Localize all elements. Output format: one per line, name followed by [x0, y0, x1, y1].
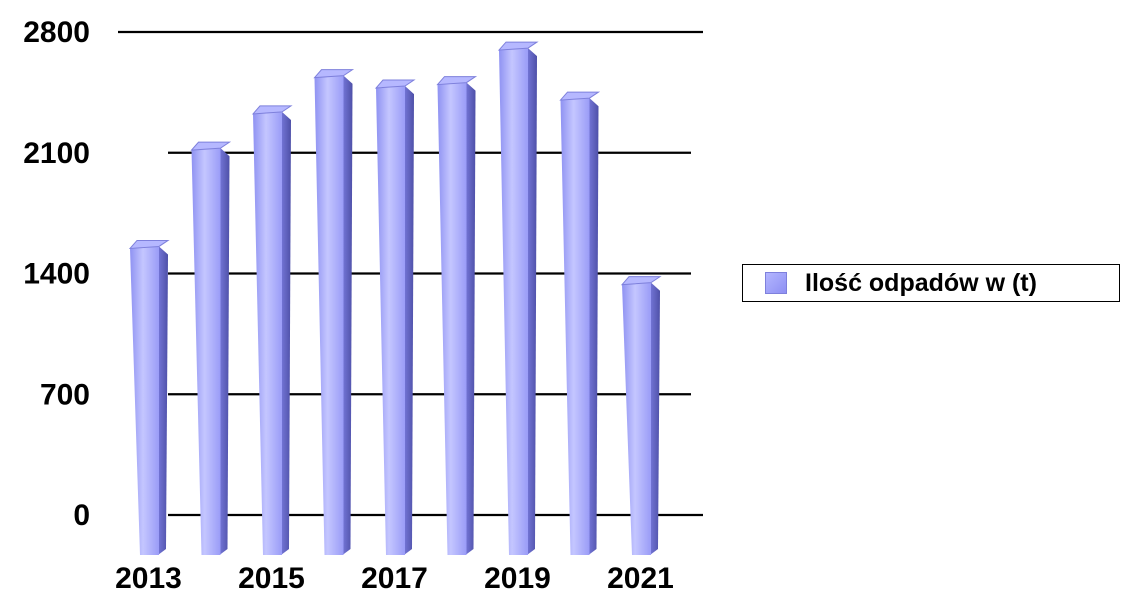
bar-top [620, 276, 662, 286]
bar-side [158, 246, 168, 555]
bar-side [650, 282, 660, 555]
bar-side [527, 48, 537, 555]
y-tick-label: 700 [40, 378, 90, 411]
bar-front [560, 98, 590, 555]
bar [313, 69, 355, 556]
x-tick-label: 2021 [607, 562, 674, 590]
bar-front [499, 48, 528, 555]
y-tick-label: 2100 [23, 137, 90, 170]
bar-side [219, 148, 230, 555]
bar [559, 91, 601, 555]
bar-side [404, 86, 414, 556]
x-tick-label: 2019 [484, 562, 551, 590]
bar [497, 41, 539, 555]
bar-top [251, 105, 293, 115]
bar-front [130, 246, 159, 555]
bars [128, 41, 662, 556]
x-tick-label: 2015 [238, 562, 305, 590]
bar [436, 76, 478, 555]
bar [128, 239, 170, 555]
bar-front [253, 111, 282, 556]
y-tick-label: 0 [73, 499, 90, 532]
bar-top [436, 76, 478, 86]
legend-swatch [765, 272, 787, 294]
bar-top [128, 239, 170, 250]
bar-side [342, 75, 353, 556]
bar-side [281, 111, 291, 556]
bar-top [497, 41, 539, 51]
bar-front [622, 282, 651, 555]
y-tick-label: 1400 [23, 258, 90, 291]
bar [374, 79, 416, 556]
x-axis-tick-labels: 2013 2015 2017 2019 2021 [115, 562, 674, 595]
bar-front [191, 148, 221, 555]
bar-side [588, 98, 599, 555]
bar-top [559, 91, 601, 101]
x-tick-label: 2013 [115, 562, 182, 590]
y-tick-label: 2800 [23, 16, 90, 49]
bar [251, 105, 293, 556]
bar-top [190, 141, 232, 151]
x-tick-label: 2017 [361, 562, 428, 590]
legend-label: Ilość odpadów w (t) [805, 268, 1037, 297]
bar-top [374, 79, 416, 89]
bar-top [313, 69, 355, 79]
legend: Ilość odpadów w (t) [742, 264, 1120, 302]
bar-side [465, 82, 476, 555]
bar-front [376, 86, 405, 556]
bar [620, 276, 662, 555]
bar-front [437, 82, 467, 555]
bar-front [314, 75, 344, 556]
bar [190, 141, 232, 555]
y-axis-tick-labels: 0 700 1400 2100 2800 [23, 16, 90, 532]
